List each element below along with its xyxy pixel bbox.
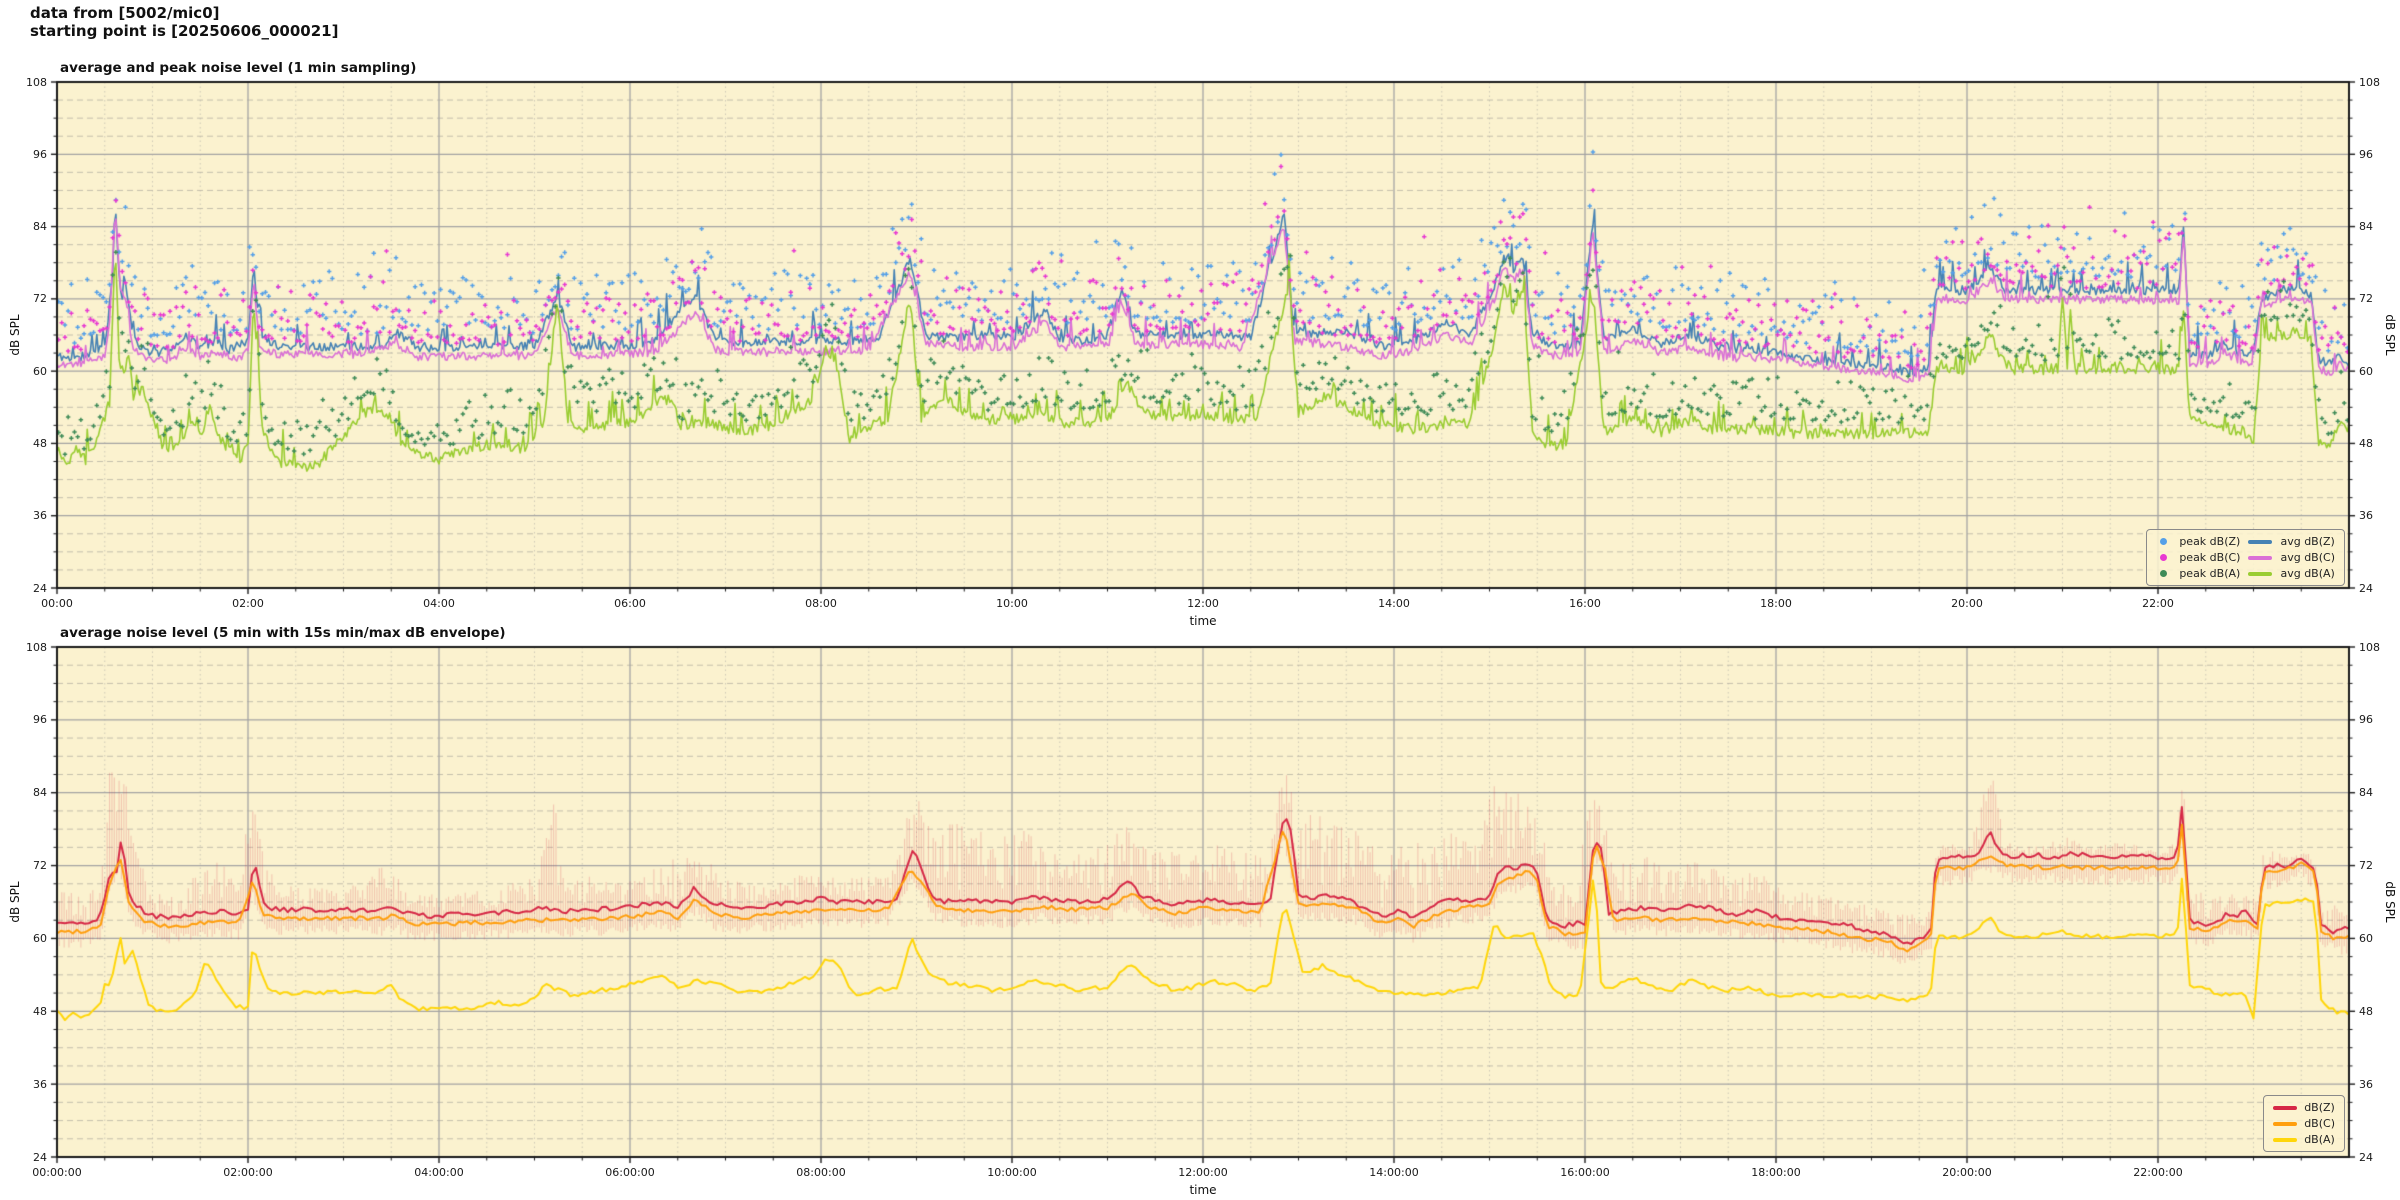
x-tick-label: 22:00:00 [2133, 1166, 2183, 1179]
y-tick-label-left: 60 [33, 364, 47, 378]
y-tick-label-right: 84 [2359, 786, 2373, 800]
y-tick-label-left: 24 [33, 581, 47, 595]
x-tick-label: 08:00:00 [796, 1166, 846, 1179]
y-tick-label-left: 60 [33, 931, 47, 945]
y-tick-label-right: 36 [2359, 509, 2373, 523]
x-tick-label: 16:00:00 [1560, 1166, 1610, 1179]
y-tick-label-right: 48 [2359, 436, 2373, 450]
x-tick-label: 22:00 [2142, 597, 2174, 610]
chart2-ylabel-left: dB SPL [8, 881, 22, 923]
chart2-ylabel-right: dB SPL [2383, 881, 2397, 923]
y-tick-label-left: 48 [33, 1004, 47, 1018]
legend-line-marker [2273, 1121, 2298, 1126]
legend-line-label: dB(Z) [2304, 1101, 2335, 1114]
y-tick-label-right: 24 [2359, 1150, 2373, 1164]
x-tick-label: 12:00:00 [1178, 1166, 1228, 1179]
chart2-xlabel: time [1189, 1183, 1217, 1197]
legend-peak-marker [2160, 554, 2168, 561]
x-tick-label: 16:00 [1569, 597, 1601, 610]
legend-line-marker [2273, 1105, 2298, 1110]
legend-line-label: dB(C) [2304, 1117, 2335, 1130]
y-tick-label-right: 96 [2359, 713, 2373, 727]
y-tick-label-right: 108 [2359, 75, 2380, 89]
x-tick-label: 04:00:00 [414, 1166, 464, 1179]
legend-peak-marker [2160, 570, 2168, 577]
y-tick-label-right: 24 [2359, 581, 2373, 595]
header: data from [5002/mic0] starting point is … [30, 4, 338, 40]
chart1-ylabel-right: dB SPL [2383, 314, 2397, 356]
legend-avg-label: avg dB(A) [2280, 567, 2335, 580]
y-tick-label-right: 84 [2359, 220, 2373, 234]
x-tick-label: 04:00 [423, 597, 455, 610]
legend-avg-marker [2248, 539, 2273, 544]
header-line-2: starting point is [20250606_000021] [30, 22, 339, 40]
legend-avg-marker [2248, 555, 2273, 560]
y-tick-label-right: 72 [2359, 859, 2373, 873]
legend-peak-label: peak dB(C) [2179, 551, 2241, 564]
y-tick-label-left: 72 [33, 292, 47, 306]
x-tick-label: 12:00 [1187, 597, 1219, 610]
y-tick-label-left: 96 [33, 713, 47, 727]
legend-avg-label: avg dB(C) [2280, 551, 2335, 564]
x-tick-label: 02:00 [232, 597, 264, 610]
y-tick-label-right: 36 [2359, 1077, 2373, 1091]
chart1-xlabel: time [1189, 614, 1217, 628]
legend-line-label: dB(A) [2304, 1133, 2335, 1146]
x-tick-label: 14:00:00 [1369, 1166, 1419, 1179]
y-tick-label-left: 48 [33, 436, 47, 450]
y-tick-label-right: 72 [2359, 292, 2373, 306]
x-tick-label: 08:00 [805, 597, 837, 610]
chart1-ylabel-left: dB SPL [8, 314, 22, 356]
x-tick-label: 20:00:00 [1942, 1166, 1992, 1179]
x-tick-label: 10:00:00 [987, 1166, 1037, 1179]
chart2-title: average noise level (5 min with 15s min/… [60, 625, 506, 641]
y-tick-label-right: 96 [2359, 147, 2373, 161]
x-tick-label: 00:00 [41, 597, 73, 610]
y-tick-label-left: 108 [26, 75, 47, 89]
y-tick-label-left: 24 [33, 1150, 47, 1164]
legend-avg-marker [2248, 571, 2273, 576]
y-tick-label-left: 36 [33, 1077, 47, 1091]
legend-peak-label: peak dB(A) [2179, 567, 2241, 580]
y-tick-label-left: 96 [33, 147, 47, 161]
legend-peak-label: peak dB(Z) [2179, 535, 2241, 548]
y-tick-label-left: 36 [33, 509, 47, 523]
y-tick-label-right: 48 [2359, 1004, 2373, 1018]
chart1-title: average and peak noise level (1 min samp… [60, 60, 417, 76]
header-line-1: data from [5002/mic0] [30, 4, 220, 22]
x-tick-label: 10:00 [996, 597, 1028, 610]
x-tick-label: 02:00:00 [223, 1166, 273, 1179]
y-tick-label-left: 72 [33, 859, 47, 873]
y-tick-label-left: 108 [26, 640, 47, 654]
y-tick-label-left: 84 [33, 220, 47, 234]
x-tick-label: 18:00 [1760, 597, 1792, 610]
x-tick-label: 06:00 [614, 597, 646, 610]
legend-line-marker [2273, 1137, 2298, 1142]
x-tick-label: 06:00:00 [605, 1166, 655, 1179]
y-tick-label-right: 60 [2359, 931, 2373, 945]
x-tick-label: 00:00:00 [32, 1166, 82, 1179]
x-tick-label: 14:00 [1378, 597, 1410, 610]
x-tick-label: 20:00 [1951, 597, 1983, 610]
y-tick-label-left: 84 [33, 786, 47, 800]
x-tick-label: 18:00:00 [1751, 1166, 1801, 1179]
legend-peak-marker [2160, 538, 2168, 545]
y-tick-label-right: 60 [2359, 364, 2373, 378]
legend-avg-label: avg dB(Z) [2280, 535, 2335, 548]
chart2-legend: dB(Z) dB(C) dB(A) [2263, 1095, 2345, 1152]
chart1-legend: peak dB(Z) avg dB(Z) peak dB(C) avg dB(C) pe… [2146, 529, 2345, 586]
y-tick-label-right: 108 [2359, 640, 2380, 654]
